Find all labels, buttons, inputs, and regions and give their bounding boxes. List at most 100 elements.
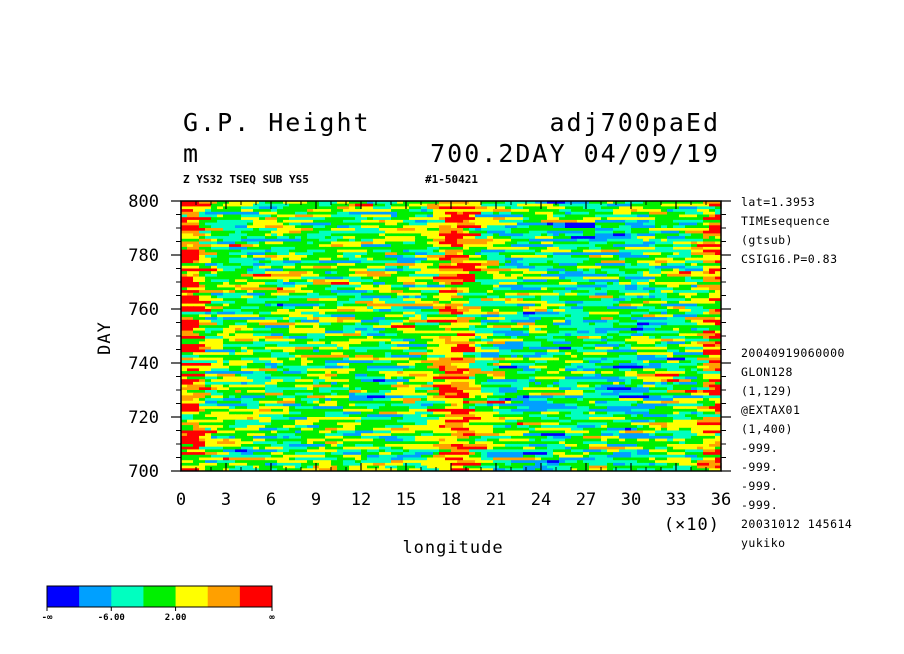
legend-frame [46, 585, 273, 608]
heatmap-cell [307, 284, 314, 288]
heatmap-cell [331, 228, 338, 232]
heatmap-cell [283, 246, 296, 251]
heatmap-cell [625, 241, 644, 245]
heatmap-cell [217, 357, 224, 361]
heatmap-cell [481, 427, 494, 432]
heatmap-cell [319, 300, 338, 305]
heatmap-cell [475, 346, 482, 351]
heatmap-cell [481, 349, 500, 353]
heatmap-cell [481, 322, 488, 326]
heatmap-cell [499, 346, 512, 351]
heatmap-cell [667, 390, 686, 394]
heatmap-cell [511, 300, 530, 305]
heatmap-cell [283, 408, 290, 413]
heatmap-cell [289, 419, 296, 423]
heatmap-cell [349, 268, 368, 272]
heatmap-cell [709, 236, 716, 240]
heatmap-cell [277, 338, 296, 342]
heatmap-cell [253, 257, 266, 261]
x-tick-label: 21 [486, 490, 506, 510]
heatmap-cell [565, 309, 584, 313]
heatmap-cell [301, 268, 320, 272]
heatmap-cell [667, 381, 674, 386]
heatmap-cell [373, 336, 386, 340]
heatmap-cell [397, 201, 404, 205]
heatmap-cell [697, 433, 716, 437]
heatmap-cell [181, 417, 188, 421]
heatmap-cell [535, 282, 542, 286]
heatmap-cell [277, 460, 296, 464]
heatmap-cell [367, 249, 374, 253]
heatmap-cell [583, 309, 590, 313]
heatmap-cell [445, 368, 458, 372]
heatmap-cell [649, 300, 662, 305]
heatmap-cell [313, 257, 320, 261]
heatmap-cell [547, 309, 554, 313]
heatmap-cell [493, 446, 512, 450]
heatmap-cell [547, 333, 566, 337]
heatmap-cell [571, 252, 578, 256]
heatmap-cell [637, 427, 656, 432]
heatmap-cell [205, 222, 218, 226]
heatmap-cell [319, 465, 332, 469]
heatmap-cell [619, 244, 638, 248]
heatmap-cell [571, 244, 590, 248]
heatmap-cell [211, 295, 218, 299]
heatmap-cell [223, 327, 236, 332]
heatmap-cell [697, 444, 710, 448]
heatmap-cell [205, 330, 212, 334]
heatmap-cell [643, 303, 662, 307]
heatmap-cell [505, 257, 524, 261]
heatmap-cell [589, 452, 602, 456]
heatmap-cell [607, 344, 620, 348]
heatmap-cell [361, 452, 380, 456]
heatmap-cell [439, 241, 458, 245]
heatmap-cell [667, 255, 680, 259]
heatmap-cell [355, 427, 362, 432]
heatmap-cell [559, 462, 578, 467]
heatmap-cell [469, 290, 488, 294]
heatmap-cell [601, 446, 608, 450]
heatmap-cell [439, 425, 446, 429]
heatmap-cell [637, 306, 656, 310]
heatmap-cell [649, 279, 656, 283]
heatmap-cell [223, 449, 236, 453]
heatmap-cell [571, 322, 590, 326]
heatmap-cell [637, 217, 644, 221]
heatmap-cell [469, 325, 476, 329]
heatmap-cell [625, 411, 632, 415]
heatmap-cell [679, 349, 686, 353]
heatmap-cell [529, 462, 536, 467]
heatmap-cell [703, 452, 716, 456]
heatmap-cell [301, 290, 314, 294]
heatmap-cell [211, 427, 218, 432]
heatmap-cell [337, 265, 350, 270]
heatmap-cell [565, 279, 572, 283]
heatmap-cell [391, 225, 404, 229]
heatmap-cell [577, 246, 590, 251]
heatmap-cell [475, 446, 488, 450]
heatmap-cell [583, 433, 590, 437]
heatmap-cell [337, 400, 344, 405]
heatmap-cell [379, 460, 392, 464]
heatmap-cell [493, 460, 512, 464]
heatmap-cell [559, 384, 566, 388]
heatmap-cell [343, 462, 362, 467]
heatmap-cell [343, 449, 362, 453]
heatmap-cell [715, 457, 721, 461]
heatmap-cell [577, 236, 596, 240]
heatmap-cell [289, 357, 296, 361]
heatmap-cell [697, 322, 716, 326]
heatmap-cell [529, 381, 536, 386]
heatmap-cell [463, 452, 470, 456]
heatmap-cell [349, 465, 368, 469]
heatmap-cell [289, 228, 302, 232]
heatmap-cell [427, 344, 440, 348]
heatmap-cell [631, 387, 638, 391]
heatmap-cell [397, 411, 416, 415]
heatmap-cell [505, 457, 518, 461]
heatmap-cell [301, 365, 308, 369]
heatmap-cell [373, 357, 380, 361]
heatmap-cell [493, 430, 506, 434]
heatmap-cell [661, 341, 668, 345]
